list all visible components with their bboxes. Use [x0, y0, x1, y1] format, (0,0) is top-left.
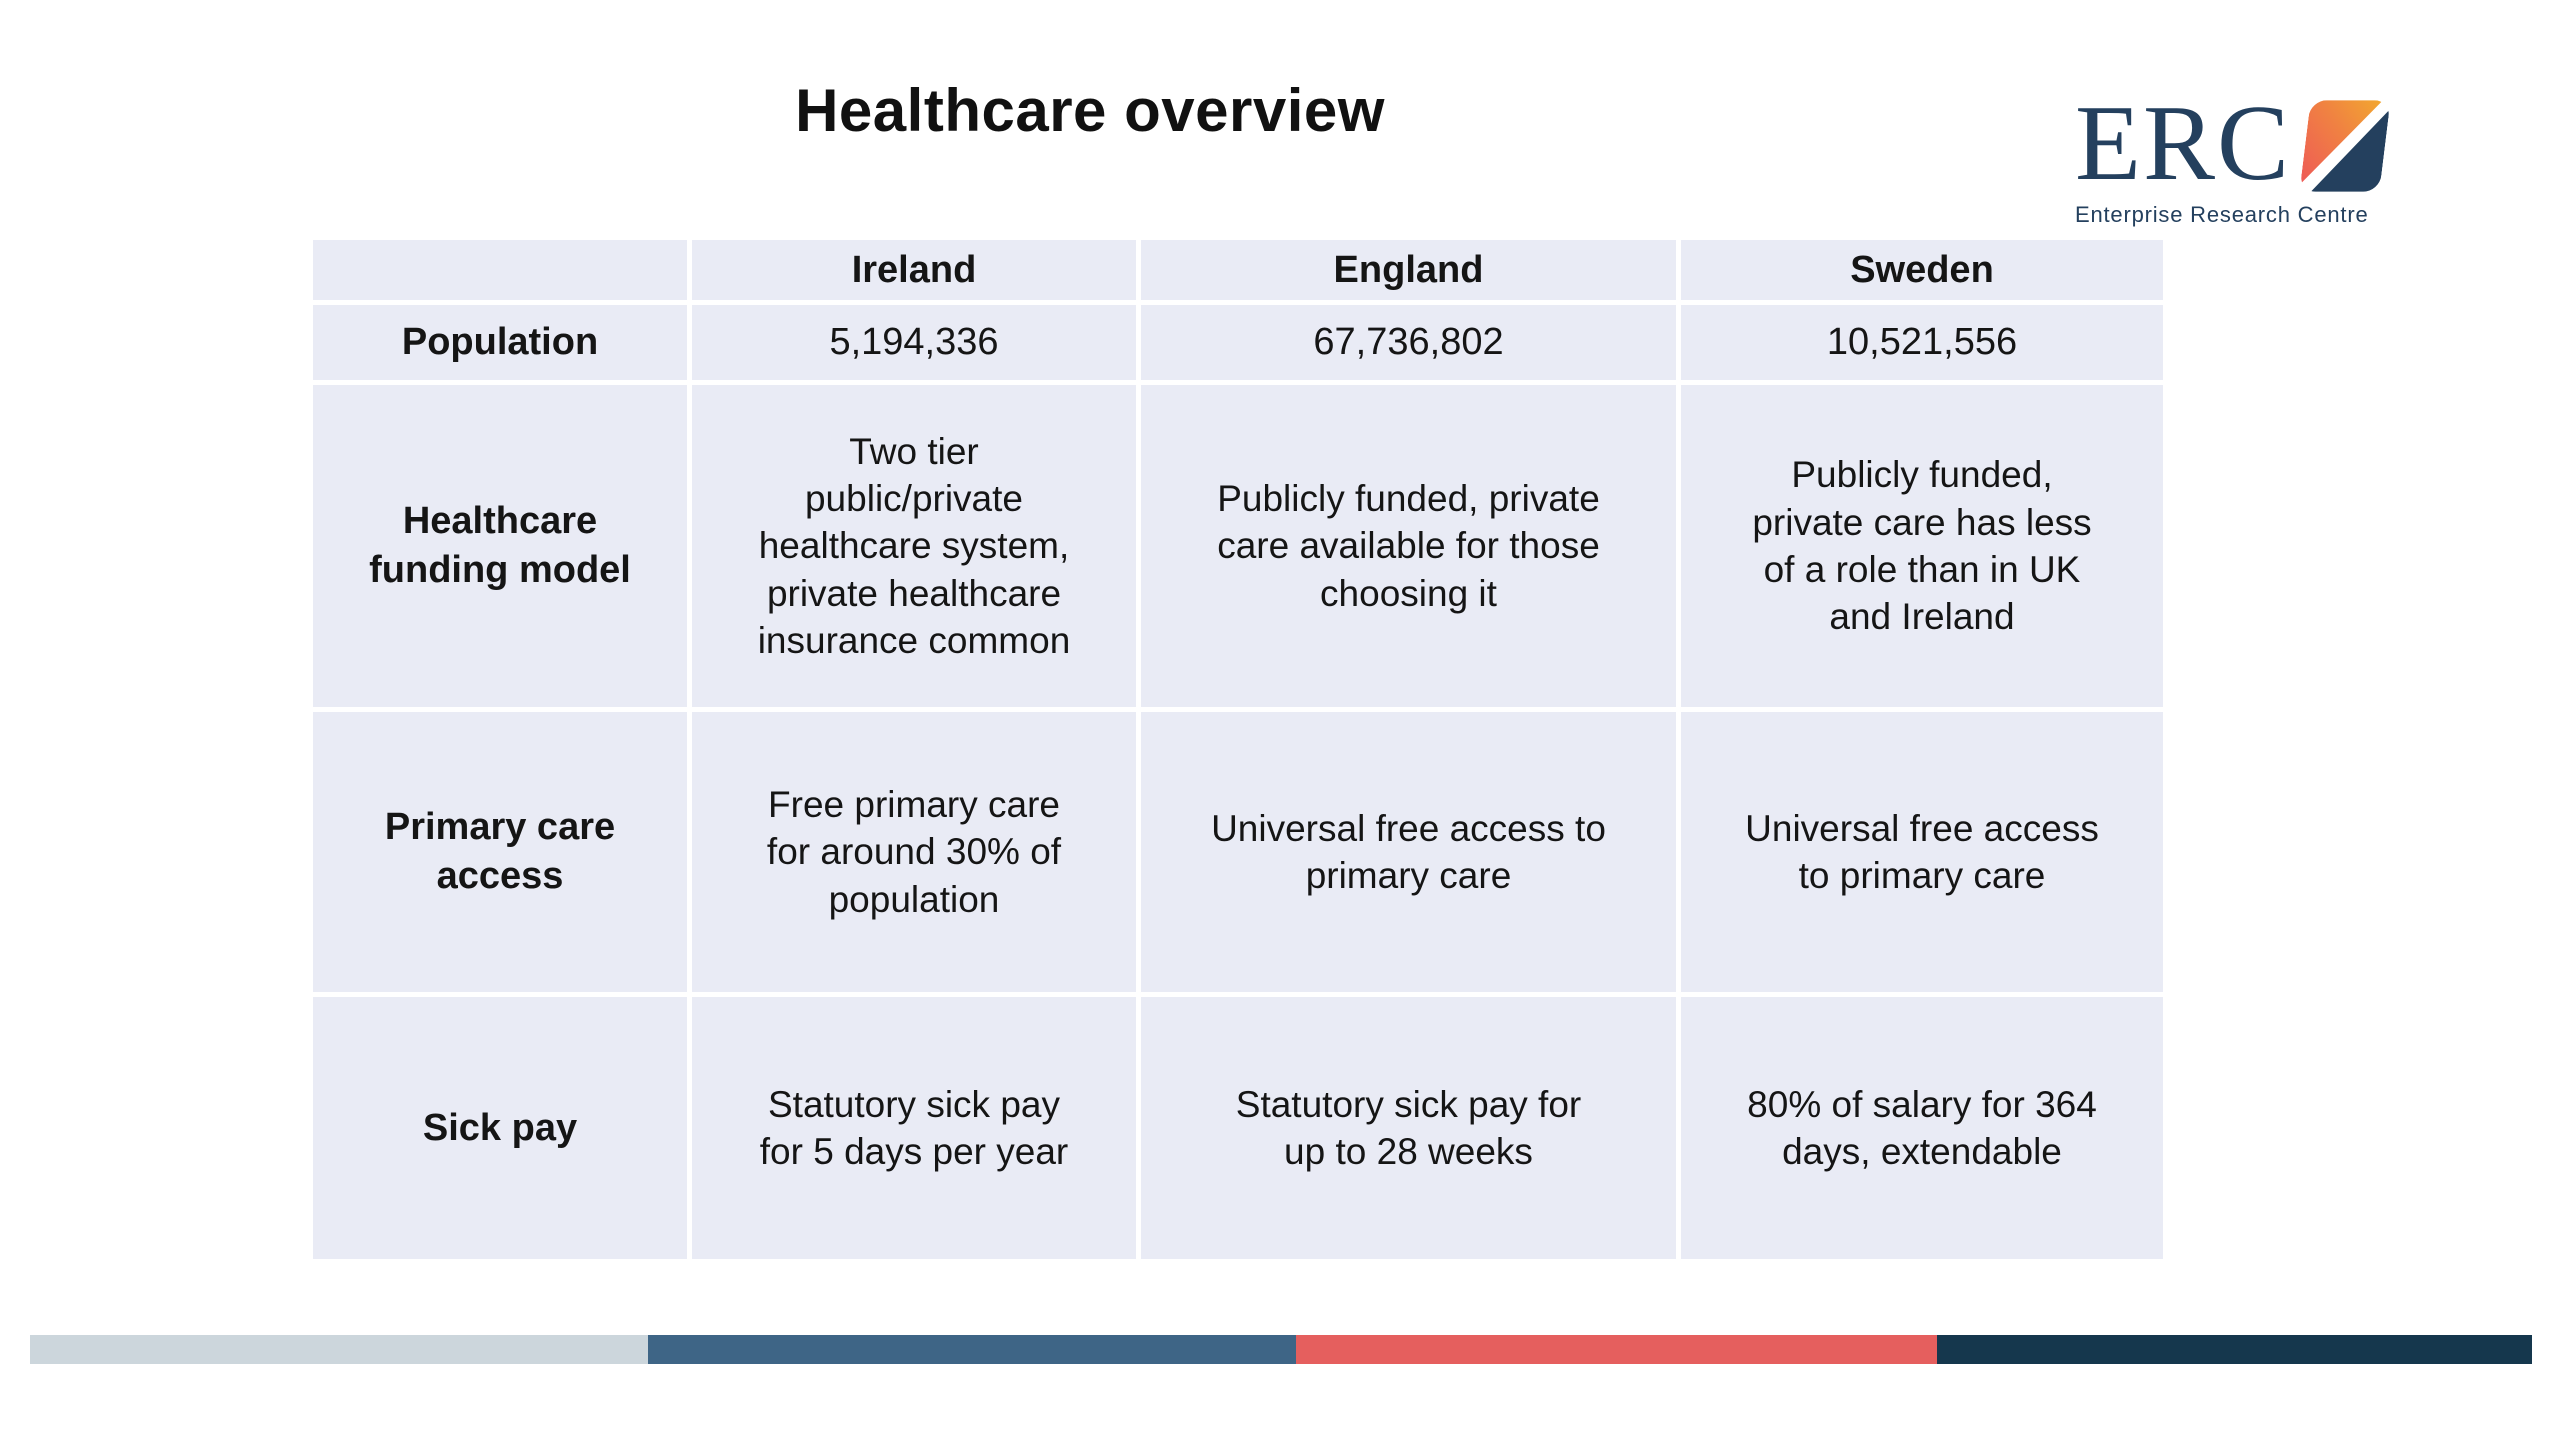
row-header-funding-model: Healthcare funding model — [313, 385, 687, 707]
footer-bar — [30, 1335, 2532, 1364]
funding-model-sweden: Publicly funded, private care has less o… — [1681, 385, 2163, 707]
population-sweden: 10,521,556 — [1681, 305, 2163, 380]
column-header-england: England — [1141, 240, 1676, 300]
erc-logo-row: ERC — [2075, 84, 2405, 203]
footer-segment-steel-blue — [647, 1335, 1296, 1364]
row-header-primary-care: Primary care access — [313, 712, 687, 992]
erc-logo-acronym: ERC — [2075, 84, 2292, 203]
footer-segment-dark-navy — [1936, 1335, 2532, 1364]
sick-pay-ireland: Statutory sick pay for 5 days per year — [692, 997, 1136, 1259]
population-ireland: 5,194,336 — [692, 305, 1136, 380]
column-header-ireland: Ireland — [692, 240, 1136, 300]
erc-logo-subtitle: Enterprise Research Centre — [2075, 202, 2369, 227]
primary-care-england: Universal free access to primary care — [1141, 712, 1676, 992]
comparison-table: Ireland England Sweden Population 5,194,… — [313, 240, 2163, 1259]
erc-logo: ERC Enterprise Research Centre — [2075, 84, 2405, 228]
erc-icon-navy-triangle — [2310, 109, 2390, 192]
slide-title: Healthcare overview — [795, 77, 1385, 144]
row-header-sick-pay: Sick pay — [313, 997, 687, 1259]
table-corner-cell — [313, 240, 687, 300]
footer-segment-light-gray — [30, 1335, 648, 1364]
footer-segment-coral-red — [1296, 1335, 1937, 1364]
population-england: 67,736,802 — [1141, 305, 1676, 380]
erc-logo-icon — [2300, 100, 2390, 192]
primary-care-sweden: Universal free access to primary care — [1681, 712, 2163, 992]
primary-care-ireland: Free primary care for around 30% of popu… — [692, 712, 1136, 992]
sick-pay-sweden: 80% of salary for 364 days, extendable — [1681, 997, 2163, 1259]
sick-pay-england: Statutory sick pay for up to 28 weeks — [1141, 997, 1676, 1259]
funding-model-ireland: Two tier public/private healthcare syste… — [692, 385, 1136, 707]
column-header-sweden: Sweden — [1681, 240, 2163, 300]
funding-model-england: Publicly funded, private care available … — [1141, 385, 1676, 707]
row-header-population: Population — [313, 305, 687, 380]
